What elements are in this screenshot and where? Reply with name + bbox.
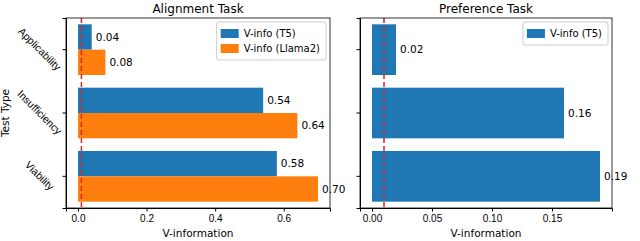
x-tick: 0.10	[483, 208, 503, 224]
bar	[78, 176, 318, 201]
y-tick	[357, 49, 361, 50]
bar	[78, 113, 297, 138]
legend: V-info (T5)	[523, 22, 608, 45]
bar	[78, 24, 92, 49]
bar	[78, 151, 277, 176]
data-label: 0.02	[400, 43, 423, 55]
y-tick-mark	[357, 176, 361, 177]
reference-line	[81, 18, 83, 208]
x-tick-label: 0.0	[72, 213, 86, 224]
y-tick-mark	[357, 113, 361, 114]
x-tick-label: 0.6	[277, 213, 291, 224]
y-axis-line	[357, 19, 361, 209]
y-axis	[357, 19, 361, 209]
x-tick-label: 0.00	[363, 213, 383, 224]
y-tick-label: Insufficiency	[15, 88, 65, 138]
y-tick-mark	[63, 113, 67, 114]
y-tick: Insufficiency	[15, 88, 66, 138]
data-label: 0.16	[568, 107, 592, 119]
legend-label: V-info (Llama2)	[244, 43, 320, 54]
x-tick-mark	[492, 208, 493, 212]
x-tick-mark	[432, 208, 433, 212]
x-tick-mark	[215, 208, 216, 212]
y-tick: Viability	[23, 159, 66, 193]
data-label: 0.54	[267, 94, 291, 106]
x-tick-label: 0.15	[543, 213, 563, 224]
bar	[372, 151, 600, 202]
x-axis-title: V-information	[163, 227, 234, 239]
legend-swatch	[527, 29, 545, 38]
x-tick: 0.0	[72, 208, 86, 224]
panel: 0.02 0.16 0.19 0.00 0.05 0.10 0.15 Preference T…	[357, 2, 628, 239]
x-tick-mark	[147, 208, 148, 212]
legend-box	[217, 22, 326, 60]
data-label: 0.04	[96, 31, 120, 43]
x-axis: 0.0 0.2 0.4 0.6	[67, 208, 331, 224]
chart-canvas: 0.04 0.54 0.58 0.08 0.64 0.70 0.0 0.2 0.4 0.6 Appl…	[0, 0, 640, 241]
x-tick-mark	[78, 208, 79, 212]
y-tick	[357, 113, 361, 114]
plot-frame	[360, 18, 612, 208]
y-axis-title: Test Type	[0, 89, 11, 138]
chart-title: Preference Task	[439, 2, 533, 16]
x-tick: 0.6	[277, 208, 291, 224]
data-label: 0.19	[604, 170, 627, 182]
x-tick: 0.4	[209, 208, 223, 224]
y-tick-mark	[63, 176, 67, 177]
x-tick: 0.00	[363, 208, 383, 224]
reference-line	[383, 18, 385, 208]
x-tick-mark	[372, 208, 373, 212]
legend-label: V-info (T5)	[244, 28, 296, 39]
data-label: 0.64	[301, 119, 325, 131]
y-tick	[357, 176, 361, 177]
legend-swatch	[221, 29, 239, 38]
data-label: 0.58	[281, 157, 304, 169]
y-tick-label: Applicability	[16, 25, 64, 73]
x-tick: 0.05	[423, 208, 443, 224]
y-tick: Applicability	[16, 25, 66, 73]
y-tick-label: Viability	[23, 159, 57, 193]
plot-frame	[66, 18, 330, 208]
bar	[372, 88, 564, 139]
x-axis-line	[361, 209, 613, 212]
bar	[78, 88, 263, 113]
legend-box	[523, 22, 608, 45]
x-tick-label: 0.4	[209, 213, 223, 224]
x-axis-title: V-information	[451, 227, 522, 239]
y-axis-line	[63, 19, 67, 209]
x-tick: 0.2	[140, 208, 154, 224]
data-label: 0.08	[109, 56, 132, 68]
legend-label: V-info (T5)	[550, 28, 602, 39]
legend: V-info (T5) V-info (Llama2)	[217, 22, 326, 60]
legend-swatch	[221, 44, 239, 53]
y-axis: Applicability Insufficiency Viability	[15, 19, 66, 209]
x-tick-mark	[284, 208, 285, 212]
panel: 0.04 0.54 0.58 0.08 0.64 0.70 0.0 0.2 0.4 0.6 Appl…	[0, 2, 345, 239]
plot-area	[372, 18, 600, 208]
x-tick-label: 0.05	[423, 213, 443, 224]
x-tick-label: 0.10	[483, 213, 503, 224]
data-label: 0.70	[322, 183, 345, 195]
y-tick-mark	[357, 49, 361, 50]
x-tick-label: 0.2	[140, 213, 154, 224]
x-tick-mark	[552, 208, 553, 212]
y-tick-mark	[63, 49, 67, 50]
x-tick: 0.15	[543, 208, 563, 224]
x-axis: 0.00 0.05 0.10 0.15	[361, 208, 613, 224]
x-axis-line	[67, 209, 331, 212]
chart-title: Alignment Task	[152, 2, 243, 16]
